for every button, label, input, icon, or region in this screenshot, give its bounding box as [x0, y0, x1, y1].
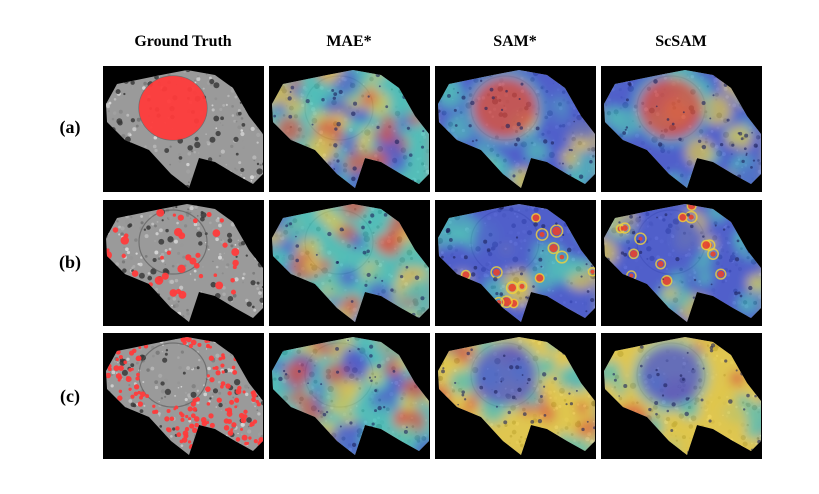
cell-image: [438, 337, 595, 455]
cell-image: [272, 337, 429, 455]
panel-scsam-b: [601, 200, 762, 326]
panel-scsam-a: [601, 66, 762, 192]
panel-sam-b: [435, 200, 596, 326]
column-header-ground-truth: Ground Truth: [134, 33, 232, 50]
row-label-b: (b): [59, 252, 81, 272]
panel-gt-a: [103, 66, 264, 192]
panel-mae-a: [269, 66, 430, 192]
panel-mae-c: [269, 333, 430, 459]
cell-image: [272, 70, 429, 188]
row-label-c: (c): [60, 386, 80, 406]
cell-image: [604, 70, 761, 188]
panel-scsam-c: [601, 333, 762, 459]
cell-image: [106, 204, 263, 322]
cell-image: [438, 70, 595, 188]
cell-image: [604, 204, 761, 322]
panel-gt-b: [103, 200, 264, 326]
panel-gt-c: [103, 333, 264, 459]
column-header-sam: SAM*: [493, 33, 537, 50]
cell-image: [106, 70, 263, 188]
cell-image: [438, 204, 595, 322]
row-label-a: (a): [59, 117, 81, 137]
cell-image: [272, 204, 429, 322]
column-header-mae: MAE*: [326, 33, 372, 50]
column-header-scsam: ScSAM: [655, 33, 707, 50]
panel-mae-b: [269, 200, 430, 326]
cell-image: [106, 337, 263, 455]
cell-image: [604, 337, 761, 455]
panel-sam-a: [435, 66, 596, 192]
panel-sam-c: [435, 333, 596, 459]
